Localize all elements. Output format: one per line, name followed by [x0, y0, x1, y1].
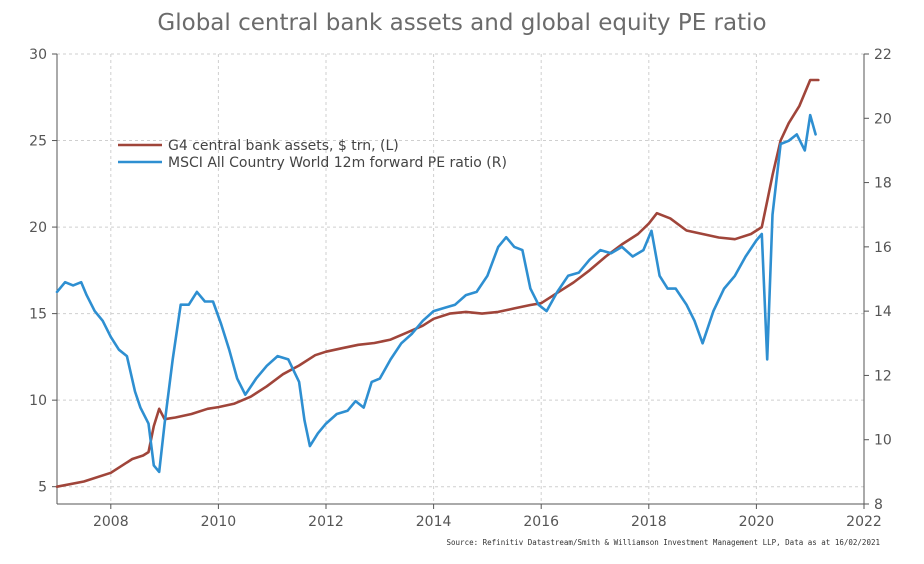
y-left-tick-label: 30: [29, 47, 47, 63]
y-right-tick-label: 10: [874, 433, 892, 449]
source-note: Source: Refinitiv Datastream/Smith & Wil…: [446, 538, 880, 547]
y-right-tick-label: 16: [874, 240, 892, 256]
y-right-tick-label: 12: [874, 368, 892, 384]
grid-layer: [57, 53, 865, 504]
y-left-tick-label: 25: [29, 134, 47, 150]
series-line-msci-pe: [55, 113, 817, 474]
chart-title: Global central bank assets and global eq…: [157, 10, 767, 36]
series-line-g4-assets: [55, 78, 820, 489]
x-tick-label: 2022: [846, 514, 882, 530]
y-right-tick-label: 14: [874, 304, 892, 320]
legend-label-2: MSCI All Country World 12m forward PE ra…: [168, 155, 507, 171]
legend: G4 central bank assets, $ trn, (L)MSCI A…: [118, 138, 507, 171]
x-tick-label: 2010: [201, 514, 237, 530]
series-layer: [55, 78, 820, 489]
y-left-tick-label: 5: [38, 480, 47, 496]
x-tick-label: 2014: [416, 514, 452, 530]
x-tick-label: 2020: [739, 514, 775, 530]
y-right-tick-label: 8: [874, 497, 883, 513]
axis-layer: 2008 2010 2012 2014 2016 2018 2020 202251015202…: [29, 47, 892, 530]
x-tick-label: 2018: [631, 514, 667, 530]
y-left-tick-label: 20: [29, 220, 47, 236]
y-left-tick-label: 15: [29, 307, 47, 323]
legend-label-1: G4 central bank assets, $ trn, (L): [168, 138, 399, 154]
y-left-tick-label: 10: [29, 393, 47, 409]
y-right-tick-label: 22: [874, 47, 892, 63]
y-right-tick-label: 20: [874, 111, 892, 127]
y-right-tick-label: 18: [874, 176, 892, 192]
x-tick-label: 2016: [523, 514, 559, 530]
x-tick-label: 2012: [308, 514, 344, 530]
x-tick-label: 2008: [93, 514, 129, 530]
